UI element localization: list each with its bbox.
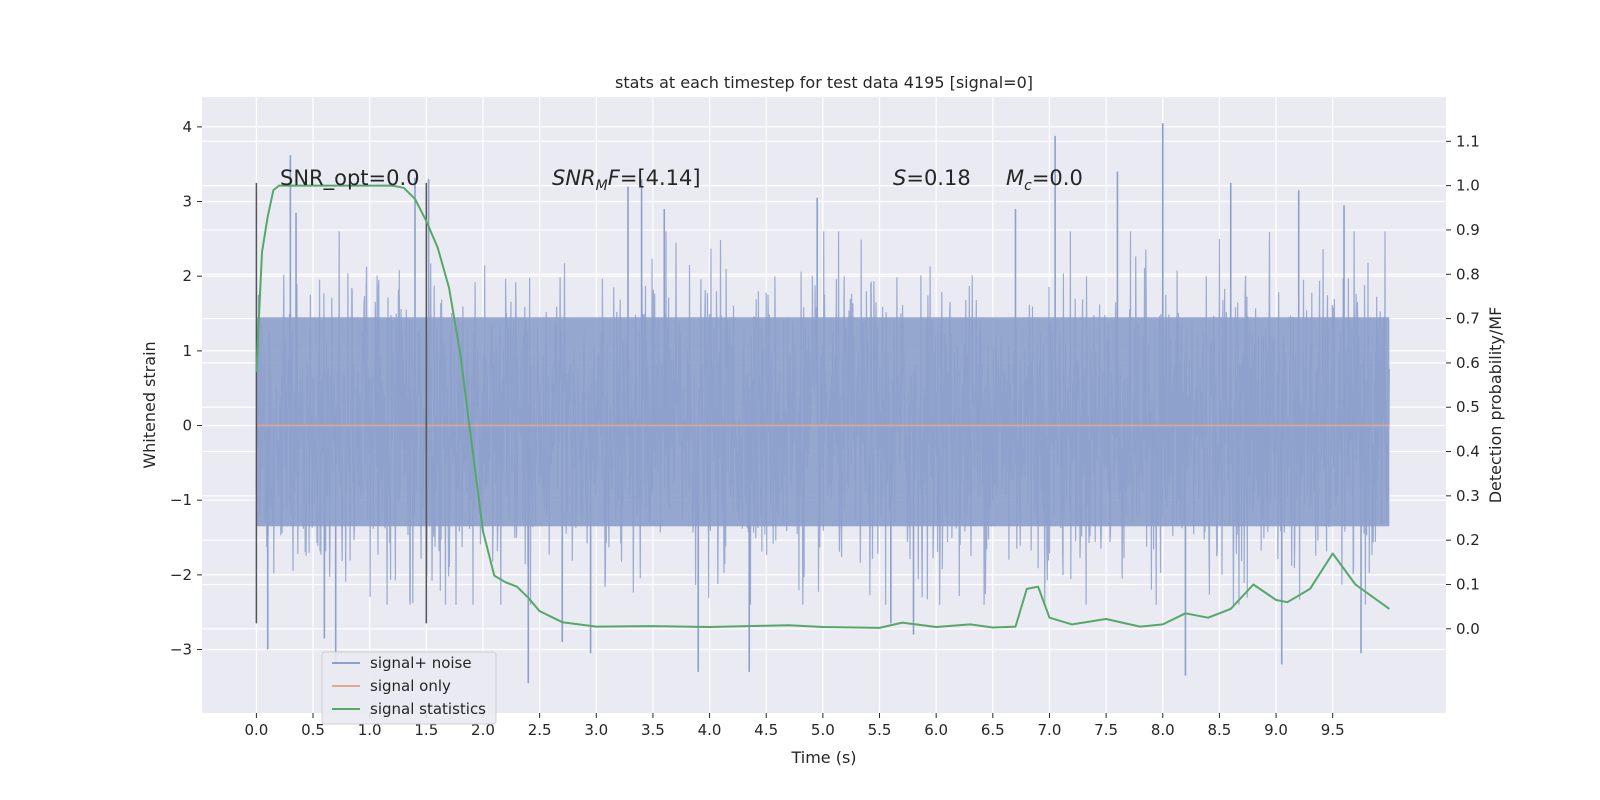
legend-label-signal-noise: signal+ noise [370,654,472,672]
s-value: =0.18 [906,166,970,190]
noise-band [256,317,1390,527]
x-tick-label-12: 6.0 [924,721,948,739]
y-tick-label-4: 1 [182,342,192,360]
x-tick-label-8: 4.0 [698,721,722,739]
x-tick-label-15: 7.5 [1094,721,1118,739]
y2-tick-label-10: 1.0 [1456,177,1480,195]
x-axis-label: Time (s) [790,748,856,767]
annotation-snr-mf: SNRMF=[4.14] [552,166,701,194]
legend: signal+ noise signal only signal statist… [321,651,497,725]
annotation-mc: Mc=0.0 [1006,166,1083,194]
x-tick-label-0: 0.0 [244,721,268,739]
x-tick-label-6: 3.0 [584,721,608,739]
y2-axis-ticks: 0.0 0.1 0.2 0.3 0.4 0.5 0.6 0.7 0.8 0.9 1.0 1.1 [1446,132,1480,638]
snr-mf-sub: M [596,178,608,194]
y-tick-label-6: 3 [182,193,192,211]
snr-mf-value: =[4.14] [620,166,701,190]
x-tick-label-5: 2.5 [528,721,552,739]
mc-label: M [1006,166,1024,190]
y2-tick-label-2: 0.2 [1456,531,1480,549]
legend-label-signal-statistics: signal statistics [370,700,486,718]
x-tick-label-7: 3.5 [641,721,665,739]
y-tick-label-3: 0 [182,417,192,435]
x-axis-ticks: 0.0 0.5 1.0 1.5 2.0 2.5 3.0 3.5 4.0 4.5 5.0 5.5 6.0 6… [244,713,1345,739]
x-tick-label-19: 9.5 [1321,721,1345,739]
y2-tick-label-3: 0.3 [1456,487,1480,505]
x-tick-label-10: 5.0 [811,721,835,739]
annotation-snr-opt: SNR_opt=0.0 [280,166,420,191]
vertical-markers [255,182,428,624]
x-tick-label-3: 1.5 [414,721,438,739]
y2-tick-label-9: 0.9 [1456,221,1480,239]
x-tick-label-14: 7.0 [1038,721,1062,739]
y-tick-label-5: 2 [182,267,192,285]
legend-label-signal-only: signal only [370,677,451,695]
s-label: S [893,166,906,190]
series-signal-noise [255,123,1390,684]
x-tick-label-16: 8.0 [1151,721,1175,739]
y2-tick-label-11: 1.1 [1456,132,1480,150]
annotation-s: S=0.18 [893,166,971,190]
y-axis-label: Whitened strain [140,341,159,468]
y2-tick-label-8: 0.8 [1456,265,1480,283]
y-tick-label-7: 4 [182,118,192,136]
y2-axis-label: Detection probability/MF [1486,307,1505,504]
legend-box [321,651,497,725]
series-signal-statistics [255,184,1390,629]
mc-value: =0.0 [1032,166,1083,190]
y-tick-label-1: −2 [170,566,192,584]
y-axis-ticks: −3 −2 −1 0 1 2 3 4 [170,118,202,659]
x-tick-label-1: 0.5 [301,721,325,739]
y2-tick-label-4: 0.4 [1456,443,1480,461]
snr-mf-f: F [608,166,621,190]
y-tick-label-2: −1 [170,491,192,509]
x-tick-label-2: 1.0 [358,721,382,739]
x-tick-label-9: 4.5 [754,721,778,739]
y2-tick-label-5: 0.5 [1456,398,1480,416]
y-tick-label-0: −3 [170,641,192,659]
x-tick-label-17: 8.5 [1207,721,1231,739]
x-tick-label-13: 6.5 [981,721,1005,739]
snr-mf-label: SNR [552,166,596,190]
signal-statistics-line [255,184,1390,629]
mc-sub: c [1024,178,1032,194]
y2-tick-label-6: 0.6 [1456,354,1480,372]
chart-title: stats at each timestep for test data 419… [615,73,1033,92]
y2-tick-label-1: 0.1 [1456,575,1480,593]
x-tick-label-18: 9.0 [1264,721,1288,739]
y2-tick-label-0: 0.0 [1456,620,1480,638]
x-tick-label-11: 5.5 [868,721,892,739]
x-tick-label-4: 2.0 [471,721,495,739]
y2-tick-label-7: 0.7 [1456,310,1480,328]
